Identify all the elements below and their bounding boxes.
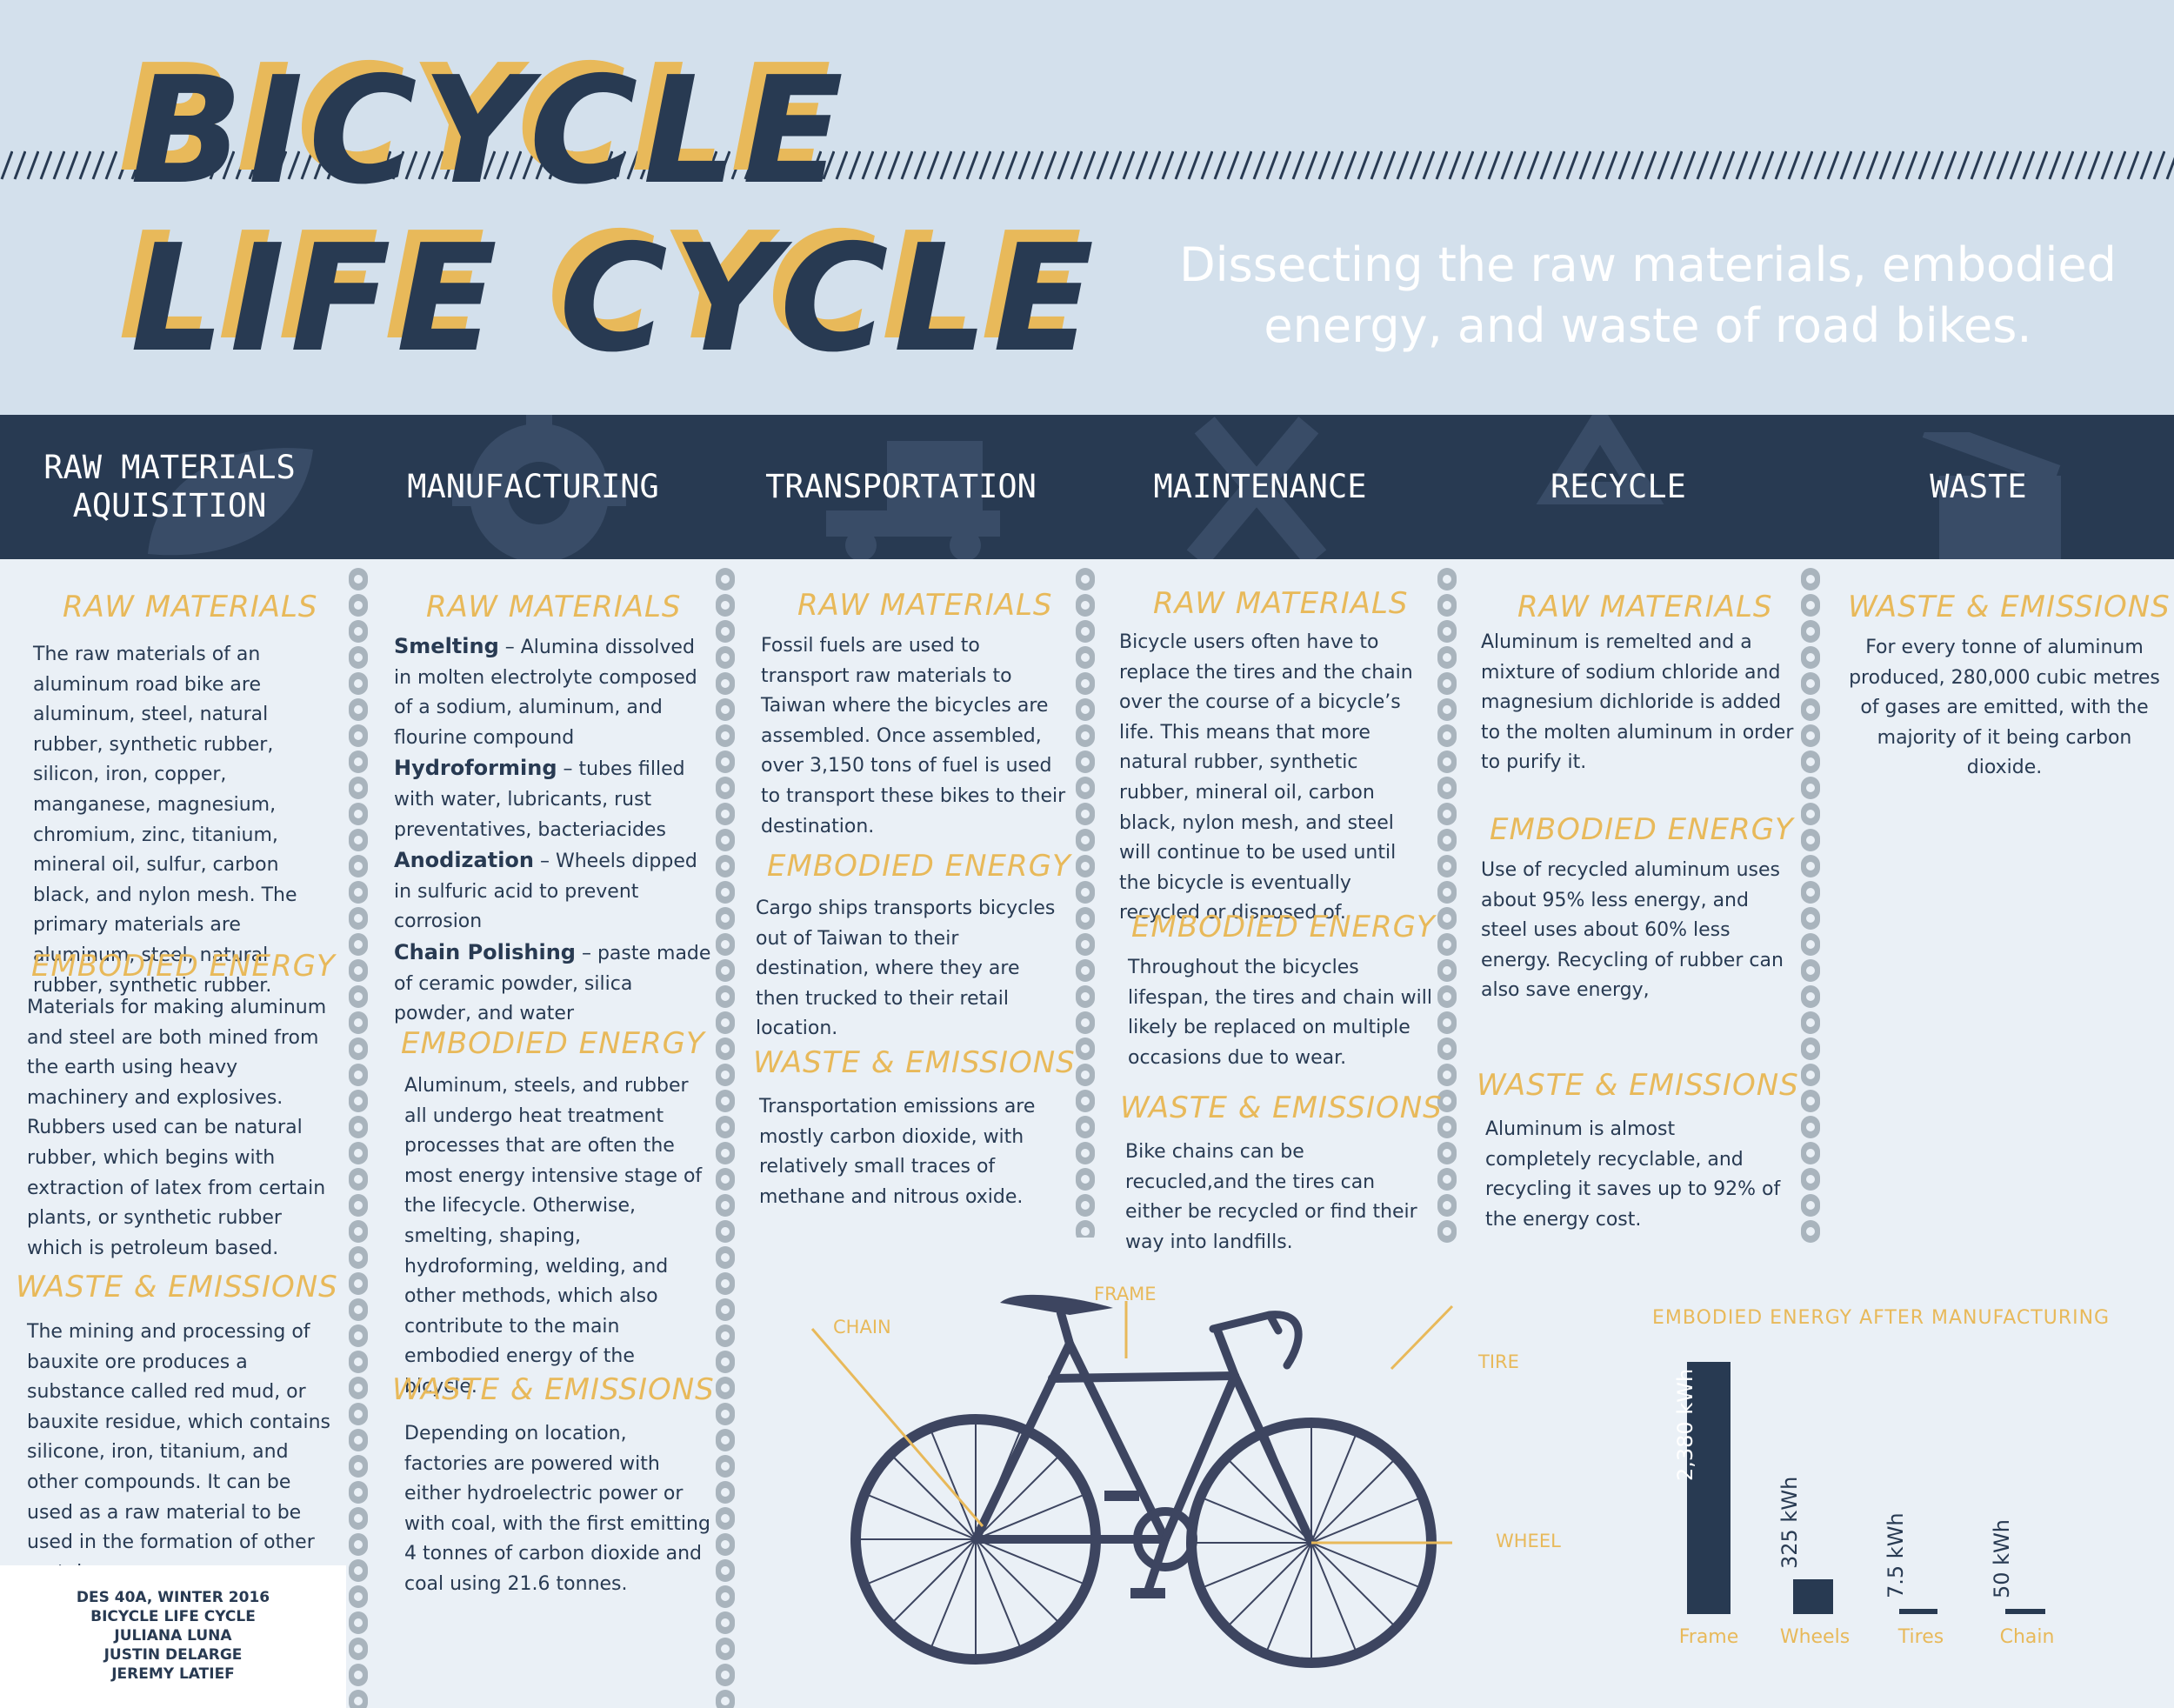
bar-chain xyxy=(2005,1608,2045,1614)
title-line-1: BICYCLE xyxy=(130,45,849,217)
recycle-icon xyxy=(1536,415,1664,504)
stage-raw-materials: RAW MATERIALS AQUISITION xyxy=(43,449,296,524)
raw-text-embodied-energy: Materials for making aluminum and steel … xyxy=(27,997,327,1259)
trans-text-raw-materials: Fossil fuels are used to transport raw m… xyxy=(761,635,1066,837)
waste-text-waste: For every tonne of aluminum produced, 28… xyxy=(1849,637,2160,779)
bar-tires xyxy=(1899,1609,1937,1614)
mfg-item-chain-polishing: Chain Polishing – paste made of ceramic … xyxy=(394,939,711,1025)
bike-label-frame: FRAME xyxy=(1094,1284,1157,1304)
bicycle-illustration xyxy=(810,1294,1454,1668)
maint-heading-raw-materials: RAW MATERIALS xyxy=(1153,586,1409,621)
trans-heading-embodied-energy: EMBODIED ENERGY xyxy=(767,849,1071,884)
chart-title: EMBODIED ENERGY AFTER MANUFACTURING xyxy=(1652,1307,2111,1329)
raw-text-raw-materials: The raw materials of an aluminum road bi… xyxy=(33,644,297,997)
credits: DES 40A, WINTER 2016 BICYCLE LIFE CYCLE … xyxy=(0,1565,346,1708)
recycle-text-waste: Aluminum is almost completely recyclable… xyxy=(1485,1118,1781,1231)
category-label: Tires xyxy=(1897,1626,1944,1648)
stage-maintenance: MAINTENANCE xyxy=(1153,468,1367,505)
mfg-process-list: Smelting – Alumina dissolved in molten e… xyxy=(394,631,716,1030)
title-shadow-2: LIFE CYCLE xyxy=(118,201,1088,373)
recycle-text-embodied-energy: Use of recycled aluminum uses about 95% … xyxy=(1481,859,1784,1002)
raw-heading-waste: WASTE & EMISSIONS xyxy=(16,1270,338,1304)
title-shadow-1: BICYCLE xyxy=(118,33,837,205)
raw-heading-raw-materials: RAW MATERIALS xyxy=(63,590,318,624)
credit-line: JUSTIN DELARGE xyxy=(103,1646,243,1664)
waste-heading-waste: WASTE & EMISSIONS xyxy=(1848,590,2171,624)
wrench-screwdriver-icon xyxy=(1186,417,1327,559)
mfg-item-hydroforming: Hydroforming – tubes filled with water, … xyxy=(394,756,685,841)
credit-line: JULIANA LUNA xyxy=(114,1627,232,1645)
stage-band: RAW MATERIALS AQUISITION MANUFACTURING T… xyxy=(0,415,2174,559)
chain-divider xyxy=(1801,568,1820,1243)
recycle-heading-waste: WASTE & EMISSIONS xyxy=(1477,1068,1799,1103)
recycle-text-raw-materials: Aluminum is remelted and a mixture of so… xyxy=(1481,631,1794,774)
bar-value-label: 7.5 kWh xyxy=(1884,1512,1908,1598)
recycle-heading-embodied-energy: EMBODIED ENERGY xyxy=(1490,812,1794,847)
header: BICYCLE BICYCLE LIFE CYCLE LIFE CYCLE Di… xyxy=(0,0,2174,415)
stage-transportation: TRANSPORTATION xyxy=(765,468,1037,505)
mfg-item-anodization: Anodization – Wheels dipped in sulfuric … xyxy=(394,848,697,933)
trans-heading-raw-materials: RAW MATERIALS xyxy=(797,588,1053,623)
bar-frame xyxy=(1687,1362,1731,1614)
mfg-heading-embodied-energy: EMBODIED ENERGY xyxy=(401,1026,705,1061)
bar-wheels xyxy=(1793,1579,1833,1614)
raw-text-waste: The mining and processing of bauxite ore… xyxy=(27,1321,330,1584)
trans-heading-waste: WASTE & EMISSIONS xyxy=(753,1045,1076,1080)
maint-text-embodied-energy: Throughout the bicycles lifespan, the ti… xyxy=(1128,957,1433,1069)
maint-heading-waste: WASTE & EMISSIONS xyxy=(1120,1091,1443,1125)
gear-icon xyxy=(452,415,626,559)
category-label: Frame xyxy=(1678,1626,1739,1648)
bike-label-chain: CHAIN xyxy=(833,1317,891,1338)
maint-text-waste: Bike chains can be recucled,and the tire… xyxy=(1125,1141,1417,1253)
category-label: Wheels xyxy=(1779,1626,1851,1648)
credit-line: DES 40A, WINTER 2016 xyxy=(76,1589,270,1606)
bike-label-wheel: WHEEL xyxy=(1496,1531,1561,1551)
maint-text-raw-materials: Bicycle users often have to replace the … xyxy=(1119,631,1413,924)
chain-divider xyxy=(1076,568,1095,1238)
chain-divider xyxy=(349,568,368,1708)
stage-waste: WASTE xyxy=(1930,468,2027,505)
mfg-text-waste: Depending on location, factories are pow… xyxy=(404,1423,710,1595)
mfg-heading-waste: WASTE & EMISSIONS xyxy=(392,1372,715,1407)
mfg-heading-raw-materials: RAW MATERIALS xyxy=(426,590,682,624)
bike-label-tire: TIRE xyxy=(1478,1351,1519,1372)
trans-text-embodied-energy: Cargo ships transports bicycles out of T… xyxy=(756,897,1056,1040)
leaf-icon xyxy=(148,448,313,556)
bar-value-label: 325 kWh xyxy=(1777,1477,1802,1570)
mfg-item-smelting: Smelting – Alumina dissolved in molten e… xyxy=(394,634,697,749)
stage-manufacturing: MANUFACTURING xyxy=(407,468,659,505)
maint-heading-embodied-energy: EMBODIED ENERGY xyxy=(1131,910,1436,944)
forklift-icon xyxy=(826,441,1000,559)
hatch-divider xyxy=(0,150,2174,181)
chain-divider xyxy=(716,568,735,1708)
mfg-text-embodied-energy: Aluminum, steels, and rubber all undergo… xyxy=(404,1075,703,1398)
recycle-heading-raw-materials: RAW MATERIALS xyxy=(1517,590,1773,624)
raw-heading-embodied-energy: EMBODIED ENERGY xyxy=(31,949,336,984)
credit-line: BICYCLE LIFE CYCLE xyxy=(90,1608,256,1625)
trans-text-waste: Transportation emissions are mostly carb… xyxy=(759,1096,1036,1208)
bar-value-label: 50 kWh xyxy=(1990,1518,2014,1598)
category-label: Chain xyxy=(1999,1626,2055,1648)
chain-divider xyxy=(1437,568,1457,1243)
credit-line: JEREMY LATIEF xyxy=(111,1665,235,1683)
trash-can-icon xyxy=(1922,432,2061,559)
title-line-2: LIFE CYCLE xyxy=(130,213,1100,385)
subtitle: Dissecting the raw materials, embodied e… xyxy=(1179,237,2117,353)
bar-value-label: 2,380 kWh xyxy=(1673,1368,1697,1481)
stage-recycle: RECYCLE xyxy=(1550,468,1686,505)
